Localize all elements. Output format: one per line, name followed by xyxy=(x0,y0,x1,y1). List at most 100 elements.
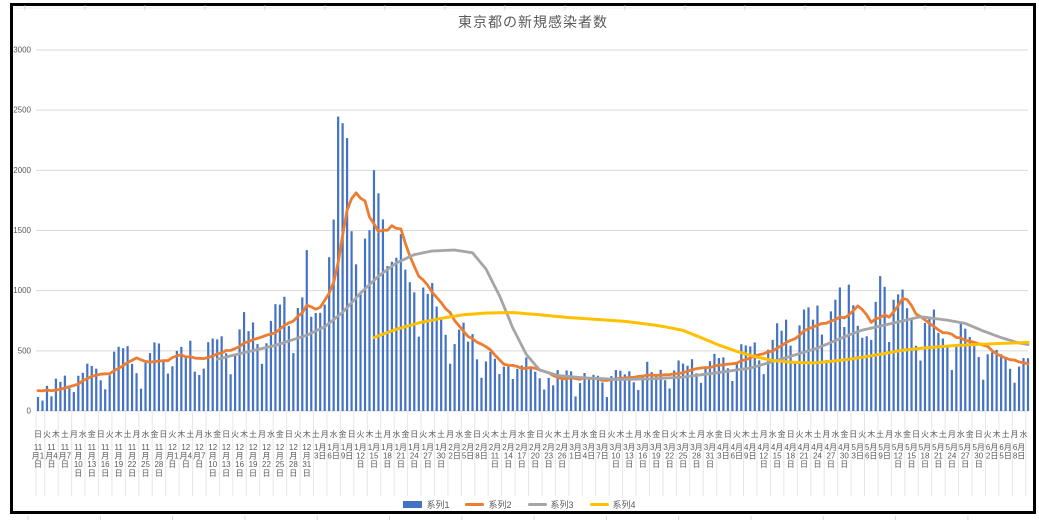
bar xyxy=(471,334,474,411)
bar xyxy=(122,348,125,411)
bar xyxy=(543,389,546,411)
svg-text:木: 木 xyxy=(52,429,60,439)
svg-text:土: 土 xyxy=(186,429,194,439)
bar xyxy=(659,369,662,411)
bar xyxy=(363,238,367,411)
svg-text:水: 水 xyxy=(643,429,651,439)
bar xyxy=(216,339,219,411)
svg-text:金: 金 xyxy=(715,429,723,439)
bar xyxy=(964,328,967,411)
bar xyxy=(372,170,376,411)
bar xyxy=(211,338,214,411)
bar xyxy=(68,388,71,411)
bar xyxy=(861,337,864,411)
svg-text:土: 土 xyxy=(312,429,320,439)
legend-swatch-series2 xyxy=(465,502,485,506)
bar xyxy=(36,397,40,411)
svg-text:日: 日 xyxy=(97,430,105,439)
bar xyxy=(278,304,282,411)
svg-text:金: 金 xyxy=(527,429,535,439)
bar xyxy=(928,318,931,411)
svg-text:金: 金 xyxy=(88,429,96,439)
svg-text:土: 土 xyxy=(813,429,821,439)
svg-text:火: 火 xyxy=(670,430,678,439)
line-series4 xyxy=(372,311,1030,365)
svg-text:月: 月 xyxy=(1011,430,1019,439)
bar xyxy=(399,233,402,411)
svg-text:日: 日 xyxy=(975,430,983,439)
bar xyxy=(632,382,635,411)
bar xyxy=(605,397,609,411)
bar xyxy=(789,345,792,411)
bar xyxy=(744,345,747,411)
svg-text:火: 火 xyxy=(482,430,490,439)
svg-text:日: 日 xyxy=(285,430,293,439)
bar xyxy=(802,309,806,411)
bar xyxy=(596,375,600,411)
svg-text:月: 月 xyxy=(822,430,830,439)
bar xyxy=(686,365,689,411)
bar xyxy=(413,292,416,411)
svg-text:金: 金 xyxy=(652,429,660,439)
bar xyxy=(793,362,797,411)
bar xyxy=(726,368,729,411)
svg-text:月: 月 xyxy=(383,430,391,439)
bar xyxy=(673,370,676,411)
bar xyxy=(937,332,940,411)
bar xyxy=(574,396,577,411)
bar xyxy=(480,377,483,411)
bar xyxy=(610,376,613,411)
bar xyxy=(130,363,134,411)
svg-text:水: 水 xyxy=(769,429,777,439)
bar xyxy=(354,264,358,411)
bar xyxy=(1008,368,1012,411)
svg-text:日: 日 xyxy=(34,430,42,439)
svg-text:火: 火 xyxy=(357,430,365,439)
bar xyxy=(86,363,89,411)
svg-text:金: 金 xyxy=(213,429,221,439)
svg-text:2500: 2500 xyxy=(13,106,31,115)
bar xyxy=(704,367,707,411)
bar xyxy=(175,350,178,411)
bar xyxy=(977,357,980,411)
bar xyxy=(932,309,936,411)
bar xyxy=(552,385,555,411)
bar xyxy=(265,343,268,411)
bar xyxy=(798,325,801,411)
bar xyxy=(601,382,604,411)
svg-text:金: 金 xyxy=(276,429,284,439)
svg-text:日: 日 xyxy=(787,430,795,439)
bar xyxy=(332,219,335,411)
svg-text:土: 土 xyxy=(61,429,69,439)
svg-text:日: 日 xyxy=(598,430,606,439)
bar xyxy=(619,370,622,411)
bar xyxy=(771,339,774,411)
bar xyxy=(220,336,223,411)
bar xyxy=(274,304,277,411)
bar xyxy=(995,349,998,411)
bar xyxy=(825,359,828,411)
bar xyxy=(717,358,721,411)
svg-text:月: 月 xyxy=(697,430,705,439)
bar xyxy=(991,352,994,411)
bar xyxy=(77,375,80,411)
bar xyxy=(556,370,559,411)
